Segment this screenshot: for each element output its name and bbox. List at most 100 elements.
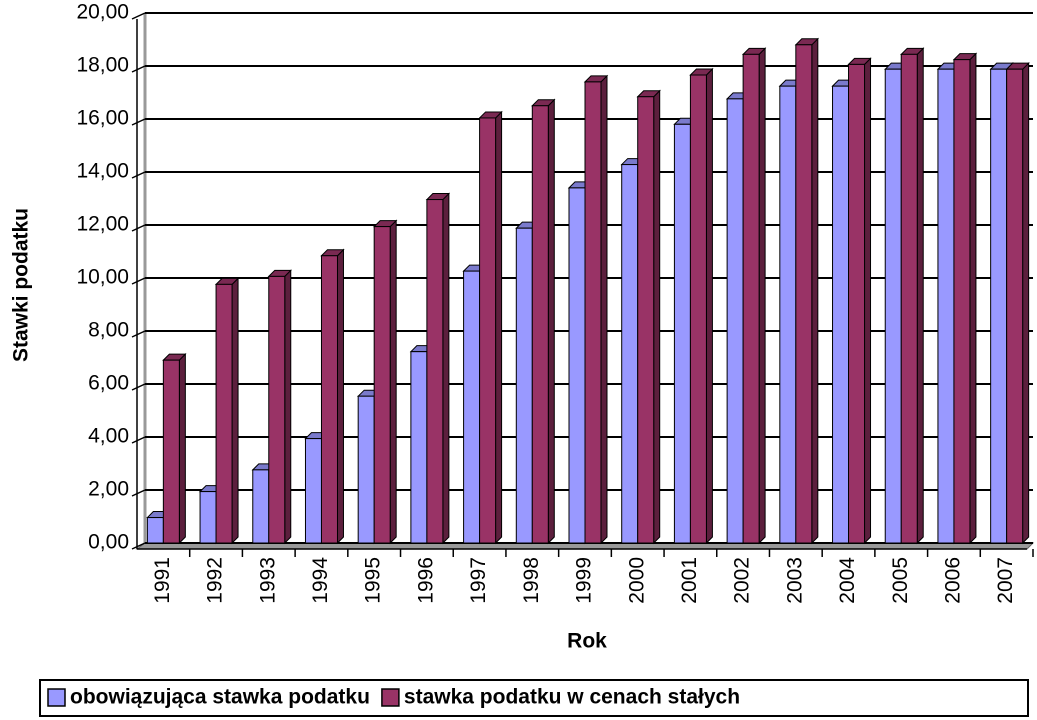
bar-group (531, 98, 556, 545)
x-tick-label: 2001 (678, 557, 701, 604)
bar-group (320, 248, 345, 545)
y-tick-label: 6,00 (88, 372, 129, 395)
bar-group (425, 192, 451, 545)
y-tick (131, 277, 146, 285)
bar-side (916, 47, 924, 545)
bar (779, 85, 797, 544)
bar (937, 68, 955, 544)
x-tick-label: 2005 (889, 557, 912, 604)
bar-side (1022, 61, 1030, 545)
legend-swatch (381, 688, 400, 707)
bar (320, 255, 338, 544)
bar (990, 68, 1008, 544)
y-tick (131, 489, 146, 497)
x-axis-title: Rok (567, 630, 607, 653)
bar (953, 59, 971, 544)
x-tick-label: 1999 (573, 557, 596, 604)
y-tick-label: 2,00 (88, 478, 129, 501)
bar-side (231, 277, 239, 545)
x-tick-label: 2002 (731, 557, 754, 604)
y-tick (131, 224, 146, 232)
bar-side (758, 47, 766, 545)
bar (373, 226, 391, 544)
bar-group (372, 219, 398, 545)
y-tick-label: 16,00 (76, 107, 129, 130)
y-tick (131, 12, 146, 20)
bar (637, 96, 655, 544)
bar-group (583, 74, 609, 545)
bar-group (214, 277, 240, 545)
bar-group (1005, 61, 1030, 545)
bar-group (636, 89, 661, 545)
x-tick-label: 1998 (520, 557, 543, 604)
bar-side (811, 37, 819, 545)
bar-group (267, 269, 292, 545)
y-tick-label: 4,00 (88, 425, 129, 448)
bar-side (284, 269, 292, 545)
bar (162, 359, 180, 544)
x-tick-label: 2004 (836, 557, 859, 604)
bar (304, 438, 322, 544)
bar-group (847, 57, 872, 545)
bar-side (389, 219, 397, 545)
bar (1006, 68, 1024, 544)
bar (146, 517, 164, 544)
bar-group (952, 52, 978, 545)
x-tick-label: 1991 (151, 557, 174, 604)
bar-side (653, 89, 661, 545)
bar-side (600, 74, 608, 545)
y-tick (131, 436, 146, 444)
bar (848, 63, 866, 544)
bar (515, 227, 533, 544)
bar-group (478, 110, 503, 545)
bar (252, 469, 270, 544)
bar-group (794, 37, 820, 545)
y-tick (131, 118, 146, 126)
x-tick-label: 2006 (941, 557, 964, 604)
bar (832, 85, 850, 544)
y-tick-label: 0,00 (88, 531, 129, 554)
x-tick-label: 1994 (309, 557, 332, 604)
y-tick-label: 8,00 (88, 319, 129, 342)
x-tick-label: 1995 (362, 557, 385, 604)
bar (795, 44, 813, 544)
y-tick (131, 171, 146, 179)
bar-side (705, 67, 713, 545)
legend-label: stawka podatku w cenach stałych (404, 686, 740, 709)
x-tick-label: 1992 (204, 557, 227, 604)
bar (884, 68, 902, 544)
bar-side (495, 110, 503, 545)
x-tick-label: 1993 (256, 557, 279, 604)
bar-group (741, 47, 767, 545)
bar (357, 395, 375, 544)
bar (479, 117, 497, 544)
y-tick-label: 20,00 (76, 1, 129, 24)
y-tick (131, 330, 146, 338)
bar (426, 199, 444, 544)
y-tick-label: 14,00 (76, 160, 129, 183)
bar-group (900, 47, 925, 545)
bar (568, 187, 586, 544)
bar (268, 275, 286, 544)
bar (621, 164, 639, 544)
x-tick-label: 2003 (783, 557, 806, 604)
bar (410, 351, 428, 544)
bar (742, 53, 760, 544)
y-tick-label: 10,00 (76, 266, 129, 289)
bar-side (442, 192, 450, 545)
y-tick (131, 383, 146, 391)
x-tick-label: 1997 (467, 557, 490, 604)
bar (726, 98, 744, 544)
bar-side (336, 248, 344, 545)
x-tick-label: 2007 (994, 557, 1017, 604)
x-tick-label: 2000 (625, 557, 648, 604)
bar-side (864, 57, 872, 545)
bar (900, 53, 918, 544)
bar (584, 81, 602, 544)
bar (215, 283, 233, 544)
legend-label: obowiązująca stawka podatku (70, 686, 370, 709)
y-tick-label: 12,00 (76, 213, 129, 236)
bar-side (178, 352, 186, 545)
y-tick-label: 18,00 (76, 54, 129, 77)
